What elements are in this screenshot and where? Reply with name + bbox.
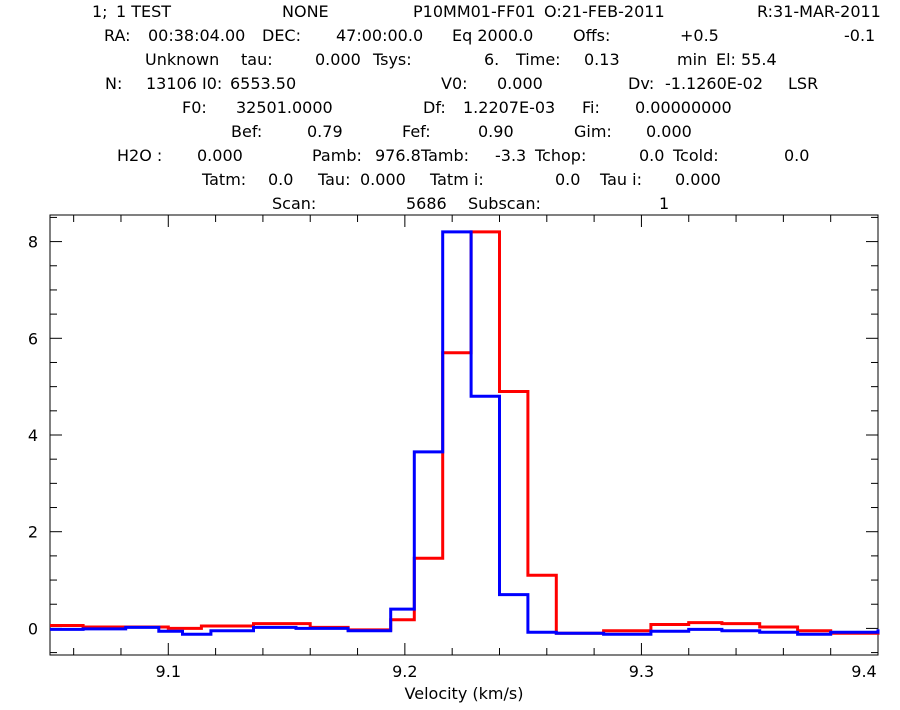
header-info: 1; 1 TEST NONE P10MM01-FF01 O:21-FEB-201… <box>0 0 900 215</box>
projection-value: Unknown <box>145 50 220 69</box>
x-tick-label: 9.1 <box>156 662 181 681</box>
y-tick-label: 2 <box>28 523 38 542</box>
observation-number: 1; <box>92 2 108 21</box>
time-label: Time: <box>516 50 561 69</box>
x-tick-label: 9.4 <box>851 662 876 681</box>
n-label: N: <box>105 74 123 93</box>
h2o-value: 0.000 <box>197 146 243 165</box>
header-line-5: F0: 32501.0000 Df: 1.2207E-03 Fi: 0.0000… <box>0 98 900 122</box>
fi-value: 0.00000000 <box>635 98 732 117</box>
ra-value: 00:38:04.00 <box>148 26 246 45</box>
ra-label: RA: <box>104 26 131 45</box>
telescope-name: P10MM01-FF01 <box>413 2 536 21</box>
tau-image-value: 0.000 <box>675 170 721 189</box>
source-name: 1 TEST <box>116 2 172 21</box>
fef-value: 0.90 <box>478 122 514 141</box>
i0-label: I0: <box>202 74 223 93</box>
y-tick-label: 4 <box>28 426 38 445</box>
dec-value: 47:00:00.0 <box>336 26 424 45</box>
header-line-9: Scan: 5686 Subscan: 1 <box>0 194 900 218</box>
plot-frame <box>49 214 879 656</box>
scan-label: Scan: <box>272 194 317 213</box>
tcold-value: 0.0 <box>784 146 810 165</box>
x-axis-label: Velocity (km/s) <box>405 684 524 703</box>
header-line-3: Unknown tau: 0.000 Tsys: 6. Time: 0.13 m… <box>0 50 900 74</box>
tau-value: 0.000 <box>315 50 361 69</box>
tamb-value: -3.3 <box>495 146 527 165</box>
gim-value: 0.000 <box>646 122 692 141</box>
reduced-date: R:31-MAR-2011 <box>757 2 881 21</box>
tchop-label: Tchop: <box>535 146 587 165</box>
header-line-2: RA: 00:38:04.00 DEC: 47:00:00.0 Eq 2000.… <box>0 26 900 50</box>
line-name: NONE <box>282 2 329 21</box>
dv-label: Dv: <box>628 74 655 93</box>
spectrum-line-red <box>50 230 880 635</box>
tau-zenith-label: Tau: <box>318 170 351 189</box>
f0-value: 32501.0000 <box>236 98 333 117</box>
tatm-label: Tatm: <box>202 170 247 189</box>
x-tick-label: 9.2 <box>392 662 417 681</box>
n-value: 13106 <box>146 74 197 93</box>
tsys-value: 6. <box>484 50 500 69</box>
bef-value: 0.79 <box>307 122 343 141</box>
y-tick-label: 0 <box>28 619 38 638</box>
i0-value: 6553.50 <box>230 74 297 93</box>
header-line-8: Tatm: 0.0 Tau: 0.000 Tatm i: 0.0 Tau i: … <box>0 170 900 194</box>
tsys-label: Tsys: <box>373 50 412 69</box>
df-label: Df: <box>423 98 446 117</box>
x-tick-label: 9.3 <box>629 662 654 681</box>
gim-label: Gim: <box>574 122 612 141</box>
tick-labels: 9.1 9.2 9.3 9.4 0 2 4 6 8 <box>28 233 877 681</box>
scan-value: 5686 <box>406 194 447 213</box>
v0-label: V0: <box>441 74 468 93</box>
observed-date: O:21-FEB-2011 <box>544 2 665 21</box>
tau-zenith-value: 0.000 <box>360 170 406 189</box>
spectrum-line-blue <box>50 230 880 636</box>
tatm-image-value: 0.0 <box>555 170 581 189</box>
tatm-value: 0.0 <box>268 170 294 189</box>
df-value: 1.2207E-03 <box>463 98 556 117</box>
fi-label: Fi: <box>582 98 600 117</box>
tatm-image-label: Tatm i: <box>430 170 484 189</box>
tchop-value: 0.0 <box>639 146 665 165</box>
axis-ticks <box>50 215 879 655</box>
tcold-label: Tcold: <box>673 146 719 165</box>
bef-label: Bef: <box>231 122 263 141</box>
offset-beta: -0.1 <box>844 26 876 45</box>
pamb-value: 976.8 <box>375 146 421 165</box>
f0-label: F0: <box>182 98 207 117</box>
time-unit: min <box>677 50 708 69</box>
elevation-value: El: 55.4 <box>716 50 777 69</box>
offset-lambda: +0.5 <box>680 26 719 45</box>
time-value: 0.13 <box>584 50 620 69</box>
tau-label: tau: <box>241 50 273 69</box>
pamb-label: Pamb: <box>312 146 362 165</box>
header-line-1: 1; 1 TEST NONE P10MM01-FF01 O:21-FEB-201… <box>0 2 900 26</box>
dec-label: DEC: <box>262 26 301 45</box>
equinox-value: Eq 2000.0 <box>452 26 534 45</box>
tamb-label: Tamb: <box>421 146 470 165</box>
dv-value: -1.1260E-02 <box>665 74 763 93</box>
fef-label: Fef: <box>402 122 431 141</box>
header-line-7: H2O : 0.000 Pamb: 976.8 Tamb: -3.3 Tchop… <box>0 146 900 170</box>
y-tick-label: 6 <box>28 329 38 348</box>
subscan-value: 1 <box>659 194 670 213</box>
h2o-label: H2O : <box>117 146 163 165</box>
v0-value: 0.000 <box>497 74 543 93</box>
header-line-4: N: 13106 I0: 6553.50 V0: 0.000 Dv: -1.12… <box>0 74 900 98</box>
header-line-6: Bef: 0.79 Fef: 0.90 Gim: 0.000 <box>0 122 900 146</box>
subscan-label: Subscan: <box>468 194 541 213</box>
offsets-label: Offs: <box>573 26 611 45</box>
velocity-frame: LSR <box>788 74 819 93</box>
spectrum-series <box>50 230 880 636</box>
y-tick-label: 8 <box>28 233 38 252</box>
tau-image-label: Tau i: <box>600 170 642 189</box>
